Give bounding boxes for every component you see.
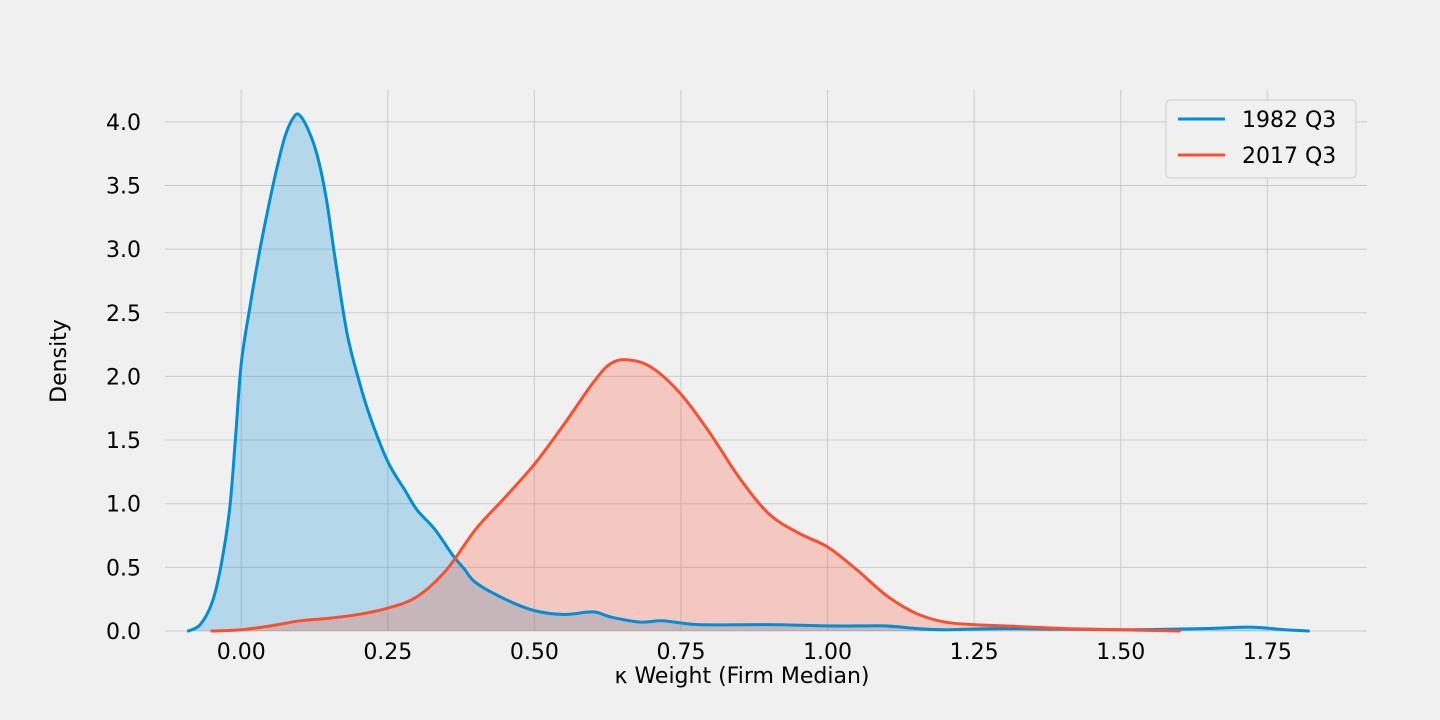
y-axis-ticks: 0.0 0.5 1.0 1.5 2.0 2.5 3.0 3.5 4.0: [106, 111, 141, 645]
legend: 1982 Q3 2017 Q3: [1165, 99, 1357, 179]
grid-lines: [165, 90, 1367, 632]
y-tick-label: 2.0: [106, 365, 141, 390]
legend-label-2017-q3: 2017 Q3: [1242, 144, 1336, 169]
density-line-2017-q3: [210, 358, 1181, 633]
y-tick-label: 1.5: [106, 429, 141, 454]
density-lines: [186, 112, 1310, 633]
density-line-1982-q3: [186, 112, 1310, 633]
x-tick-label: 0.75: [656, 640, 705, 665]
y-tick-label: 4.0: [106, 111, 141, 136]
y-tick-label: 2.5: [106, 302, 141, 327]
y-axis-label: Density: [47, 319, 72, 403]
x-tick-label: 1.25: [950, 640, 999, 665]
x-tick-label: 1.50: [1096, 640, 1145, 665]
x-tick-label: 0.25: [363, 640, 412, 665]
x-tick-label: 0.50: [510, 640, 559, 665]
y-tick-label: 3.0: [106, 238, 141, 263]
x-axis-ticks: 0.00 0.25 0.50 0.75 1.00 1.25 1.50 1.75: [217, 640, 1292, 665]
y-tick-label: 3.5: [106, 174, 141, 199]
density-area-1982-q3: [188, 113, 1309, 631]
y-tick-label: 0.5: [106, 556, 141, 581]
y-tick-label: 1.0: [106, 493, 141, 518]
density-area-2017-q3: [211, 359, 1180, 631]
y-tick-label: 0.0: [106, 620, 141, 645]
x-tick-label: 1.75: [1243, 640, 1292, 665]
x-axis-label: κ Weight (Firm Median): [614, 664, 869, 689]
density-fills: [188, 113, 1309, 631]
legend-label-1982-q3: 1982 Q3: [1242, 108, 1336, 133]
x-tick-label: 0.00: [217, 640, 266, 665]
x-tick-label: 1.00: [803, 640, 852, 665]
